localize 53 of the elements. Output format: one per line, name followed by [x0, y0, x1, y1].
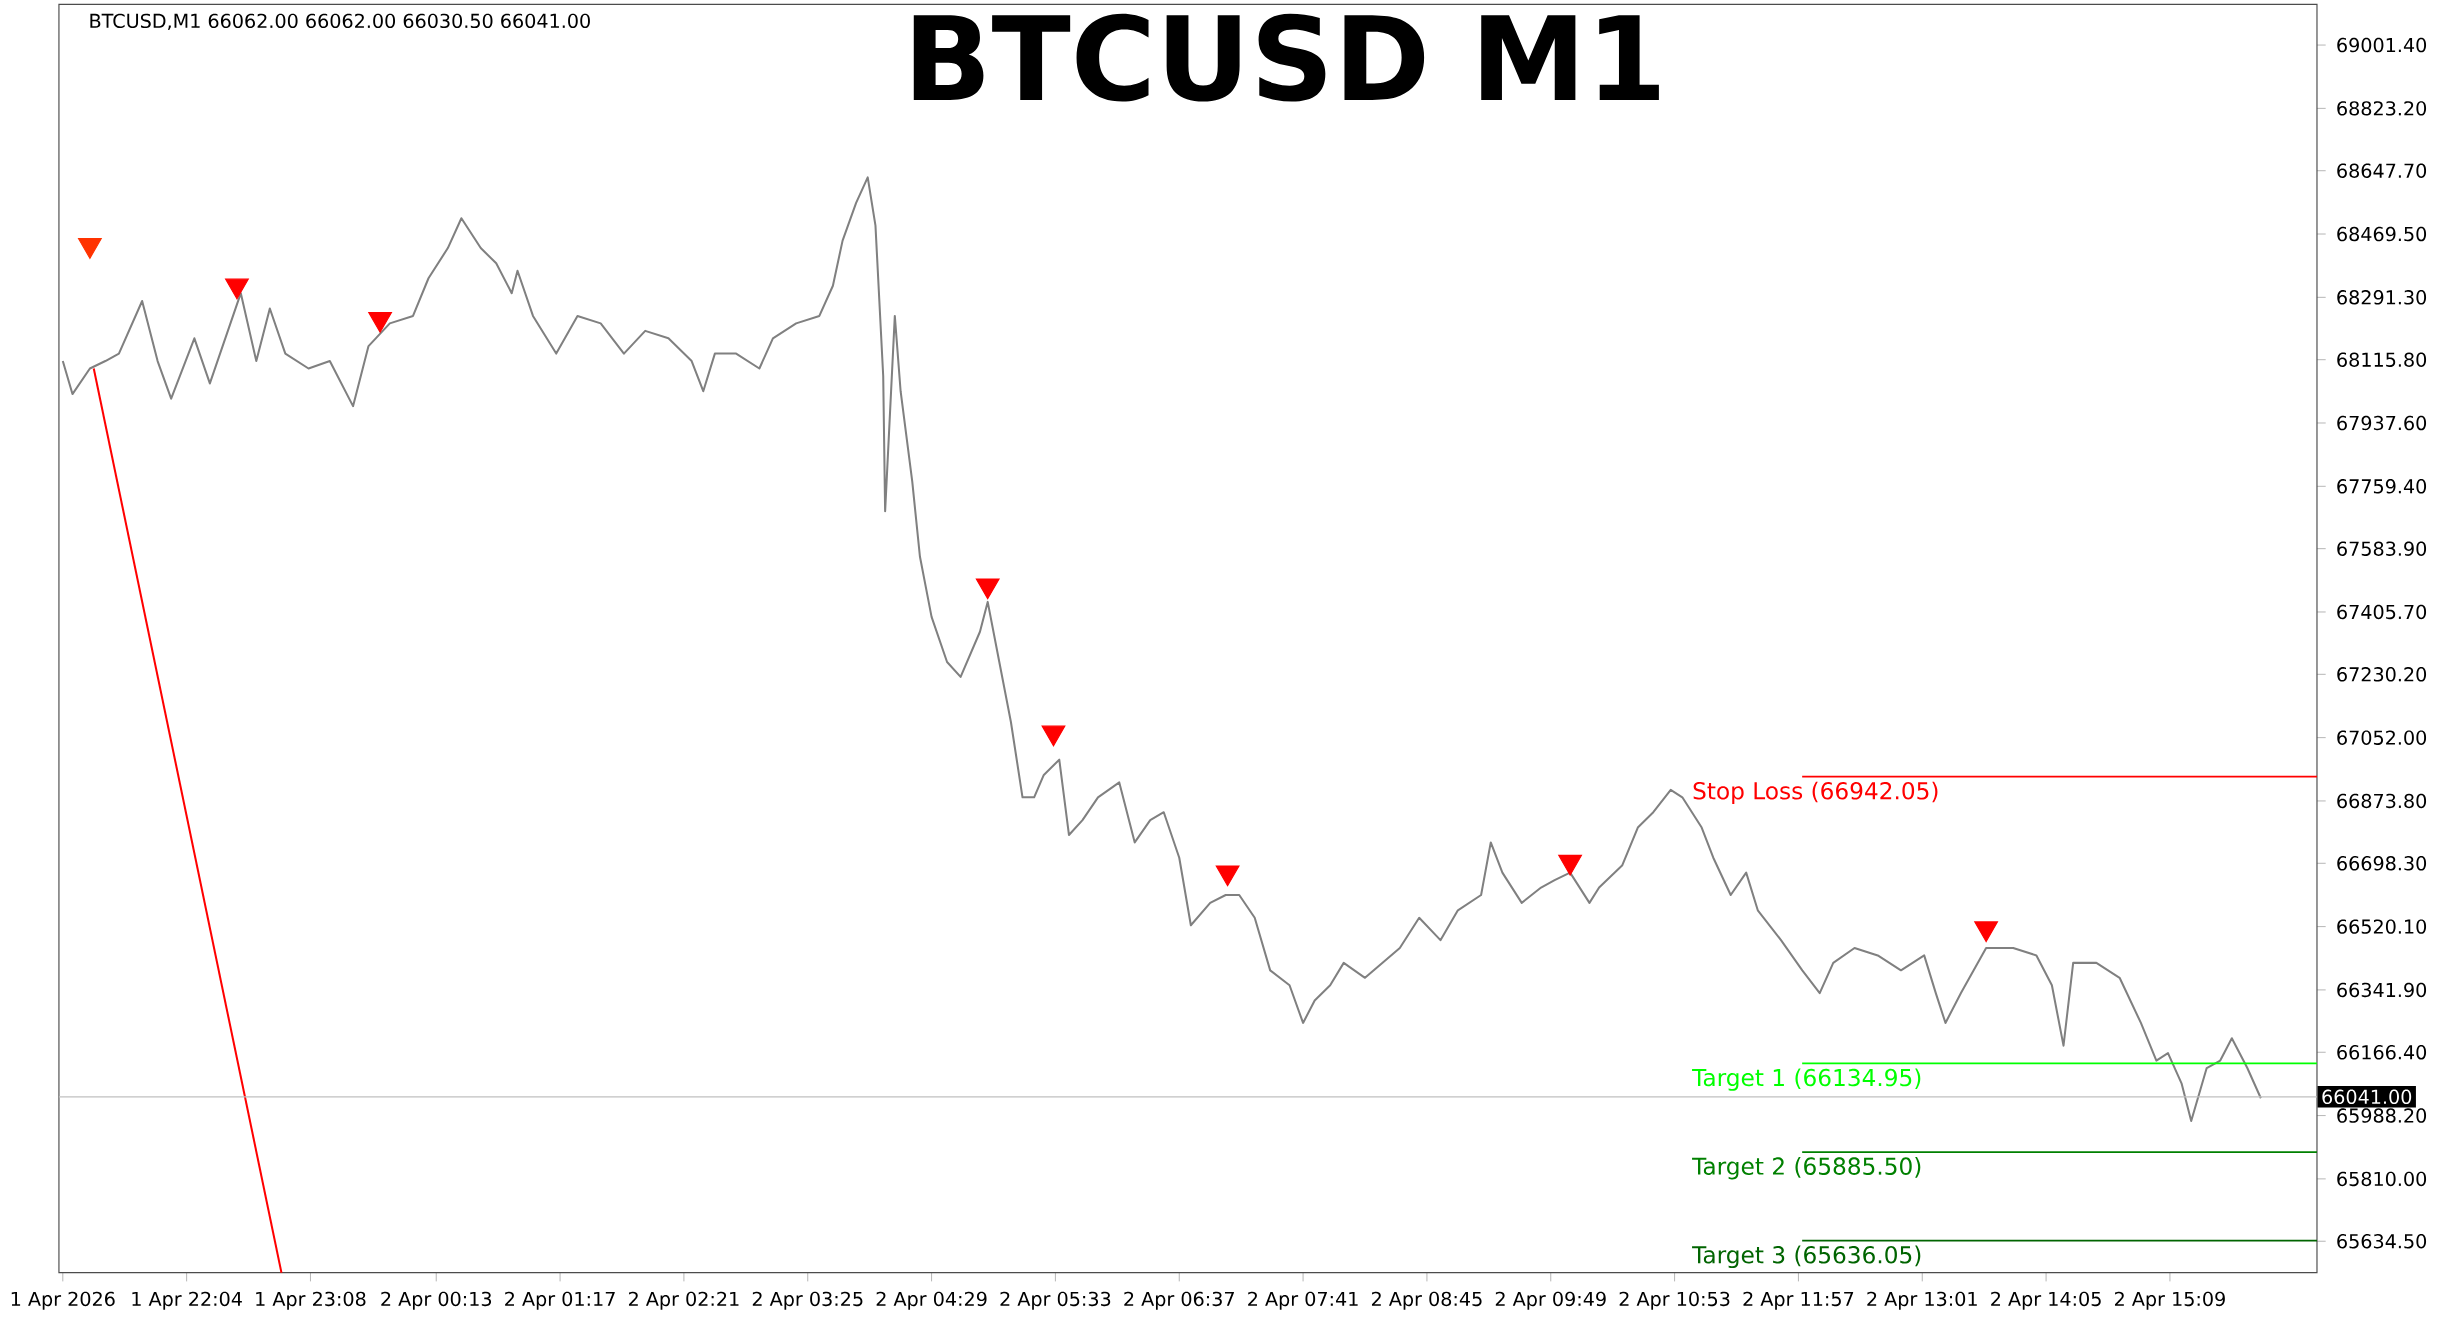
x-tick-label: 2 Apr 07:41	[1248, 1291, 1358, 1311]
point	[1215, 865, 1240, 887]
y-tick-label: 66698.30	[2337, 856, 2427, 871]
y-tick-label: 67230.20	[2337, 667, 2427, 682]
x-tick-label: 2 Apr 10:53	[1619, 1291, 1730, 1311]
x-tick-label: 2 Apr 06:37	[1124, 1291, 1234, 1311]
y-tick-label: 67937.60	[2337, 416, 2427, 431]
y-tick-label: 66166.40	[2337, 1045, 2427, 1060]
y-tick-label: 66873.80	[2337, 793, 2427, 809]
y-tick-label: 68823.20	[2337, 101, 2427, 116]
x-tick-label: 2 Apr 01:17	[505, 1291, 615, 1311]
x-tick-label: 2 Apr 11:57	[1743, 1291, 1854, 1311]
x-tick-label: 2 Apr 02:21	[628, 1291, 739, 1311]
point	[975, 578, 1000, 600]
x-tick-label: 2 Apr 00:13	[381, 1291, 492, 1311]
annotation: BTCUSD,M1 66062.00 66062.00 66030.50 66041.00	[90, 13, 590, 31]
x-tick-label: 1 Apr 22:04	[132, 1291, 242, 1311]
x-tick-label: 2 Apr 03:25	[752, 1291, 863, 1311]
x-tick-label: 2 Apr 05:33	[1000, 1291, 1111, 1311]
point	[1974, 921, 1999, 943]
y-tick-label: 67405.70	[2337, 604, 2427, 620]
ref-line-label: Target 3 (65636.05)	[1692, 1245, 1921, 1269]
ref-line-label: Stop Loss (66942.05)	[1693, 781, 1938, 805]
point	[1041, 725, 1066, 747]
y-tick-label: 68647.70	[2337, 163, 2427, 179]
chart-title: BTCUSD M1	[913, 13, 1659, 102]
y-tick-label: 69001.40	[2337, 38, 2427, 53]
y-tick-label: 65810.00	[2337, 1171, 2427, 1187]
y-tick-label: 66341.90	[2337, 982, 2427, 998]
y-tick-label: 68115.80	[2337, 352, 2427, 368]
point	[1558, 855, 1582, 876]
x-tick-label: 2 Apr 15:09	[2114, 1291, 2225, 1311]
y-tick-label: 65634.50	[2337, 1234, 2427, 1249]
x-tick-label: 1 Apr 23:08	[256, 1291, 366, 1311]
x-tick-label: 1 Apr 2026	[11, 1291, 115, 1311]
ref-line-label: 66041.00	[2322, 1089, 2412, 1105]
point	[225, 278, 249, 300]
y-tick-label: 68469.50	[2337, 227, 2427, 242]
y-tick-label: 67759.40	[2337, 479, 2427, 494]
point	[78, 238, 102, 260]
y-tick-label: 68291.30	[2337, 290, 2427, 305]
ref-line-label: Target 2 (65885.50)	[1692, 1157, 1921, 1180]
y-tick-label: 65988.20	[2337, 1108, 2427, 1124]
x-tick-label: 2 Apr 13:01	[1867, 1291, 1977, 1311]
y-tick-label: 66520.10	[2337, 919, 2427, 935]
x-tick-label: 2 Apr 04:29	[876, 1291, 987, 1311]
y-tick-label: 67052.00	[2337, 730, 2427, 746]
x-tick-label: 2 Apr 09:49	[1495, 1291, 1606, 1311]
y-tick-label: 67583.90	[2337, 541, 2427, 557]
x-tick-label: 2 Apr 08:45	[1371, 1291, 1482, 1311]
x-tick-label: 2 Apr 14:05	[1991, 1291, 2101, 1311]
point	[368, 312, 393, 333]
ref-line-label: Target 1 (66134.95)	[1692, 1068, 1921, 1092]
